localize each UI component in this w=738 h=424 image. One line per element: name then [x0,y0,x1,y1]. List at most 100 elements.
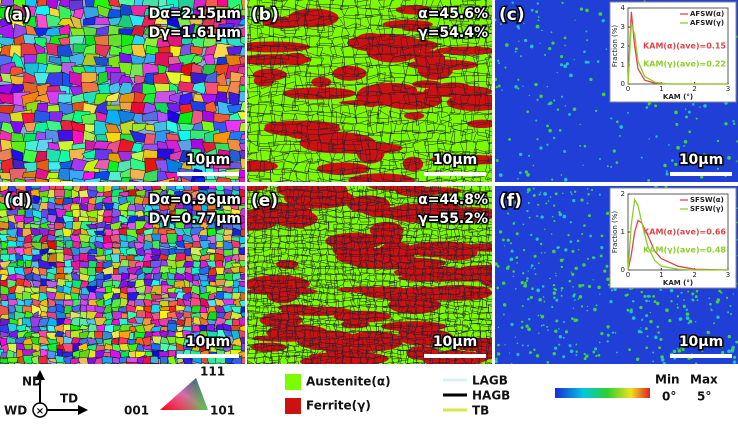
grain [484,112,492,122]
kam-spot [583,144,587,148]
grain [8,66,24,78]
grain [31,362,38,364]
kam-spot [585,30,588,33]
grain [193,177,206,182]
grain [62,363,74,364]
grain [276,279,289,289]
ferrite [247,160,278,172]
kam-spot [648,138,650,140]
kam-spot [599,293,601,295]
grain [435,119,453,134]
kam-spot [587,305,589,308]
grain [317,189,333,199]
series-line [627,197,728,271]
grain [365,196,380,207]
grain [278,261,288,271]
y-tick-label: 2 [621,42,625,50]
grain [132,122,149,134]
grain [340,102,356,119]
grain [426,170,440,182]
grain [343,90,359,106]
grain [485,0,492,8]
kam-spot [530,264,534,267]
grain [324,319,340,327]
grain [320,52,333,68]
kam-spot [691,103,695,106]
grain [471,362,479,364]
kam-spot [688,130,691,134]
grain [247,357,258,364]
grain [342,319,351,329]
kam-spot [551,178,554,181]
grain [247,304,260,312]
grain [293,186,308,190]
grain [247,285,256,294]
kam-spot [572,107,577,112]
panel-note: Dγ=0.77μm [149,211,241,227]
grain [237,285,245,295]
kam-spot [706,330,711,335]
x-tick-label: 0 [626,271,630,279]
grain [307,361,314,364]
grain [309,179,322,182]
grain [309,343,319,356]
kam-spot [536,215,539,218]
grain [317,16,333,34]
kam-spot [522,249,526,252]
kam-spot [713,322,716,325]
grain [253,330,265,340]
kam-spot [564,330,569,334]
grain [415,281,424,291]
grain [247,203,252,209]
kam-spot [680,291,683,294]
kam-spot [550,233,553,235]
grain [97,180,108,182]
grain [182,364,193,371]
grain [247,299,251,306]
kam-spot [535,354,540,358]
grain [472,23,492,37]
grain [260,343,276,351]
grain [174,319,186,327]
kam-spot [611,331,615,334]
grain [247,208,259,217]
grain [262,246,276,258]
grain [413,252,426,263]
grain [324,266,340,275]
kam-spot [502,4,504,7]
grain [486,201,492,214]
grain [238,142,245,151]
grain [451,99,462,115]
kam-spot [569,349,574,354]
kam-spot [514,336,517,338]
kam-spot [730,313,733,316]
kam-spot [657,331,660,334]
series-line [627,23,728,85]
grain [356,214,372,223]
grain [120,312,129,319]
grain [319,284,330,293]
grain [436,265,449,275]
grain [247,298,260,307]
grain [471,14,492,28]
grain [420,292,435,303]
kam-spot [511,1,514,4]
grain [247,103,252,117]
kam-spot [505,43,509,47]
micrograph [247,0,492,182]
kam-spot [578,283,582,288]
kam-spot [688,319,693,324]
grain [310,186,319,192]
kam-spot [517,78,520,81]
grain [339,5,360,16]
grain [128,273,140,281]
grain [226,33,245,47]
kam-spot [710,308,712,310]
kam-spot [558,128,562,132]
grain [421,221,433,229]
grain [175,312,185,321]
grain [253,227,266,239]
kam-spot [727,311,730,314]
ferrite [283,52,308,66]
kam-spot [530,267,533,269]
